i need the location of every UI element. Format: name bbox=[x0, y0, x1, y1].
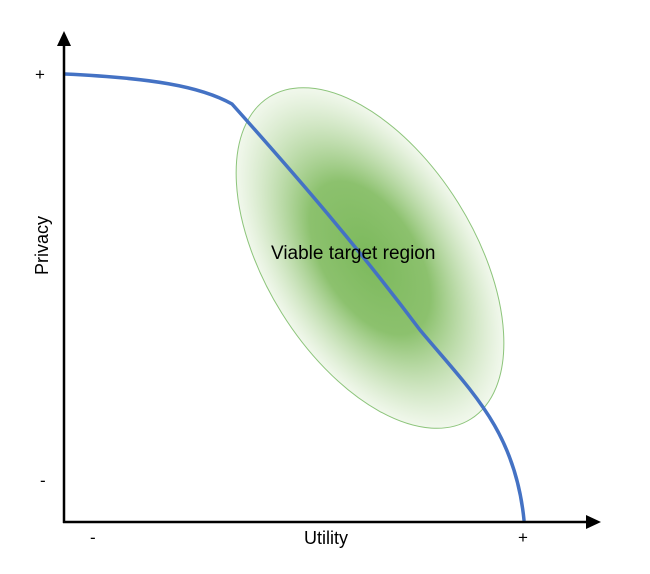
y-axis-label-wrap: Privacy bbox=[30, 216, 52, 275]
x-axis-label: Utility bbox=[304, 528, 348, 548]
x-axis-max-label: + bbox=[518, 528, 528, 547]
tradeoff-curve bbox=[63, 72, 526, 522]
y-axis-min-label: - bbox=[40, 471, 46, 490]
y-axis-arrowhead bbox=[57, 31, 71, 46]
y-axis-label: Privacy bbox=[32, 215, 52, 275]
region-label: Viable target region bbox=[271, 243, 436, 264]
x-axis-min-label: - bbox=[90, 528, 96, 547]
x-axis-arrowhead bbox=[586, 515, 601, 529]
y-axis-max-label: + bbox=[35, 65, 45, 84]
viable-target-region bbox=[235, 87, 505, 429]
